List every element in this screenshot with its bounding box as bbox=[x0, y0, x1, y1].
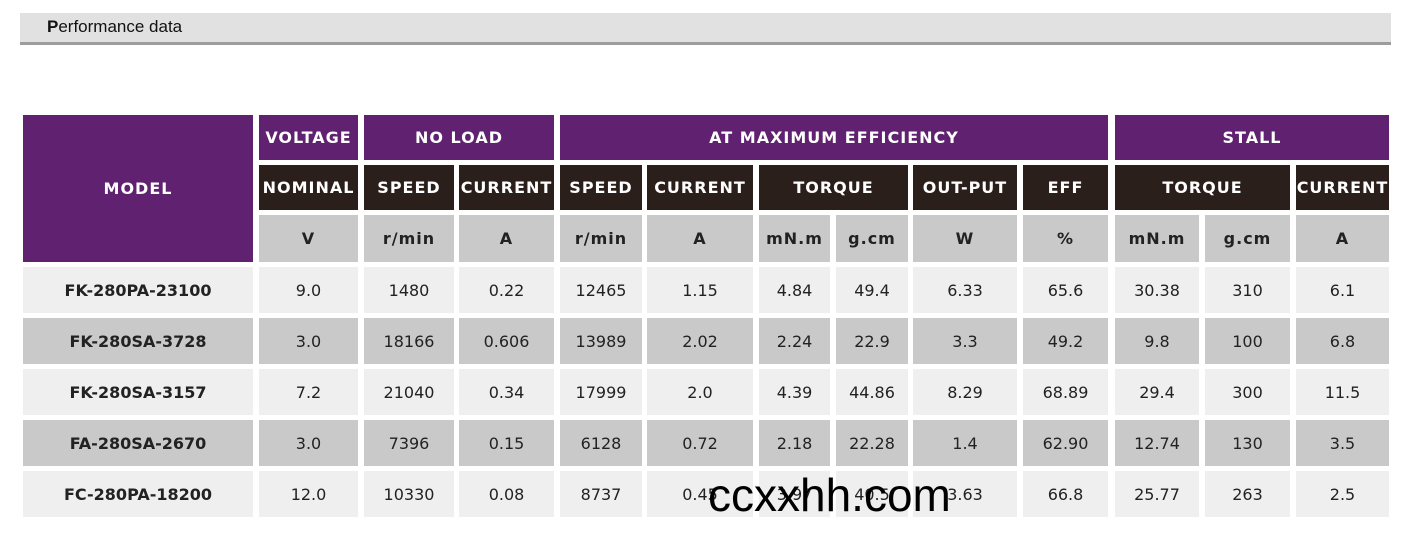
data-cell: 11.5 bbox=[1296, 369, 1389, 415]
data-cell: 7396 bbox=[364, 420, 454, 466]
data-cell: 12465 bbox=[560, 267, 642, 313]
data-cell: 22.9 bbox=[836, 318, 908, 364]
data-cell: 13989 bbox=[560, 318, 642, 364]
unit-cell: A bbox=[647, 215, 753, 262]
column-header: SPEED bbox=[560, 165, 642, 210]
data-cell: 263 bbox=[1205, 471, 1290, 517]
group-header: NO LOAD bbox=[364, 115, 554, 160]
data-cell: 2.5 bbox=[1296, 471, 1389, 517]
data-cell: 8737 bbox=[560, 471, 642, 517]
data-cell: 68.89 bbox=[1023, 369, 1108, 415]
data-cell: 3.97 bbox=[759, 471, 830, 517]
data-cell: 2.0 bbox=[647, 369, 753, 415]
data-cell: 40.5 bbox=[836, 471, 908, 517]
section-title: Performance data bbox=[47, 17, 183, 36]
data-cell: 6.33 bbox=[913, 267, 1017, 313]
model-cell: FA-280SA-2670 bbox=[23, 420, 253, 466]
data-cell: 310 bbox=[1205, 267, 1290, 313]
column-header: EFF bbox=[1023, 165, 1108, 210]
unit-cell: mN.m bbox=[1115, 215, 1199, 262]
unit-cell: r/min bbox=[364, 215, 454, 262]
model-cell: FC-280PA-18200 bbox=[23, 471, 253, 517]
model-cell: FK-280SA-3157 bbox=[23, 369, 253, 415]
data-cell: 2.02 bbox=[647, 318, 753, 364]
data-cell: 30.38 bbox=[1115, 267, 1199, 313]
column-header: CURRENT bbox=[1296, 165, 1389, 210]
column-header: OUT-PUT bbox=[913, 165, 1017, 210]
unit-cell: V bbox=[259, 215, 358, 262]
model-header: MODEL bbox=[23, 115, 253, 262]
data-cell: 3.0 bbox=[259, 318, 358, 364]
data-cell: 18166 bbox=[364, 318, 454, 364]
data-cell: 130 bbox=[1205, 420, 1290, 466]
model-cell: FK-280PA-23100 bbox=[23, 267, 253, 313]
data-cell: 2.18 bbox=[759, 420, 830, 466]
data-cell: 2.24 bbox=[759, 318, 830, 364]
data-cell: 100 bbox=[1205, 318, 1290, 364]
group-header: AT MAXIMUM EFFICIENCY bbox=[560, 115, 1108, 160]
column-header: NOMINAL bbox=[259, 165, 358, 210]
data-cell: 4.84 bbox=[759, 267, 830, 313]
data-cell: 3.3 bbox=[913, 318, 1017, 364]
data-cell: 4.39 bbox=[759, 369, 830, 415]
data-cell: 62.90 bbox=[1023, 420, 1108, 466]
data-cell: 49.2 bbox=[1023, 318, 1108, 364]
unit-cell: W bbox=[913, 215, 1017, 262]
data-cell: 3.63 bbox=[913, 471, 1017, 517]
data-cell: 21040 bbox=[364, 369, 454, 415]
data-cell: 0.45 bbox=[647, 471, 753, 517]
model-cell: FK-280SA-3728 bbox=[23, 318, 253, 364]
data-cell: 0.22 bbox=[459, 267, 554, 313]
column-header: TORQUE bbox=[759, 165, 908, 210]
data-cell: 0.34 bbox=[459, 369, 554, 415]
data-cell: 44.86 bbox=[836, 369, 908, 415]
column-header: SPEED bbox=[364, 165, 454, 210]
data-cell: 6.8 bbox=[1296, 318, 1389, 364]
data-cell: 0.72 bbox=[647, 420, 753, 466]
data-cell: 10330 bbox=[364, 471, 454, 517]
data-cell: 12.74 bbox=[1115, 420, 1199, 466]
data-cell: 17999 bbox=[560, 369, 642, 415]
data-cell: 29.4 bbox=[1115, 369, 1199, 415]
data-cell: 65.6 bbox=[1023, 267, 1108, 313]
data-cell: 1.4 bbox=[913, 420, 1017, 466]
unit-cell: A bbox=[459, 215, 554, 262]
unit-cell: A bbox=[1296, 215, 1389, 262]
data-cell: 1480 bbox=[364, 267, 454, 313]
data-cell: 9.8 bbox=[1115, 318, 1199, 364]
data-cell: 22.28 bbox=[836, 420, 908, 466]
column-header: CURRENT bbox=[459, 165, 554, 210]
data-cell: 6128 bbox=[560, 420, 642, 466]
section-header: Performance data bbox=[20, 13, 1391, 45]
unit-cell: g.cm bbox=[836, 215, 908, 262]
data-cell: 1.15 bbox=[647, 267, 753, 313]
unit-cell: % bbox=[1023, 215, 1108, 262]
column-header: TORQUE bbox=[1115, 165, 1290, 210]
watermark: ccxxhh.com bbox=[708, 469, 951, 521]
data-cell: 49.4 bbox=[836, 267, 908, 313]
data-cell: 6.1 bbox=[1296, 267, 1389, 313]
data-cell: 3.5 bbox=[1296, 420, 1389, 466]
data-cell: 12.0 bbox=[259, 471, 358, 517]
data-cell: 25.77 bbox=[1115, 471, 1199, 517]
data-cell: 0.606 bbox=[459, 318, 554, 364]
group-header: VOLTAGE bbox=[259, 115, 358, 160]
unit-cell: g.cm bbox=[1205, 215, 1290, 262]
data-cell: 3.0 bbox=[259, 420, 358, 466]
data-cell: 9.0 bbox=[259, 267, 358, 313]
data-cell: 0.15 bbox=[459, 420, 554, 466]
unit-cell: mN.m bbox=[759, 215, 830, 262]
unit-cell: r/min bbox=[560, 215, 642, 262]
data-cell: 66.8 bbox=[1023, 471, 1108, 517]
data-cell: 0.08 bbox=[459, 471, 554, 517]
column-header: CURRENT bbox=[647, 165, 753, 210]
data-cell: 300 bbox=[1205, 369, 1290, 415]
data-cell: 8.29 bbox=[913, 369, 1017, 415]
data-cell: 7.2 bbox=[259, 369, 358, 415]
group-header: STALL bbox=[1115, 115, 1389, 160]
